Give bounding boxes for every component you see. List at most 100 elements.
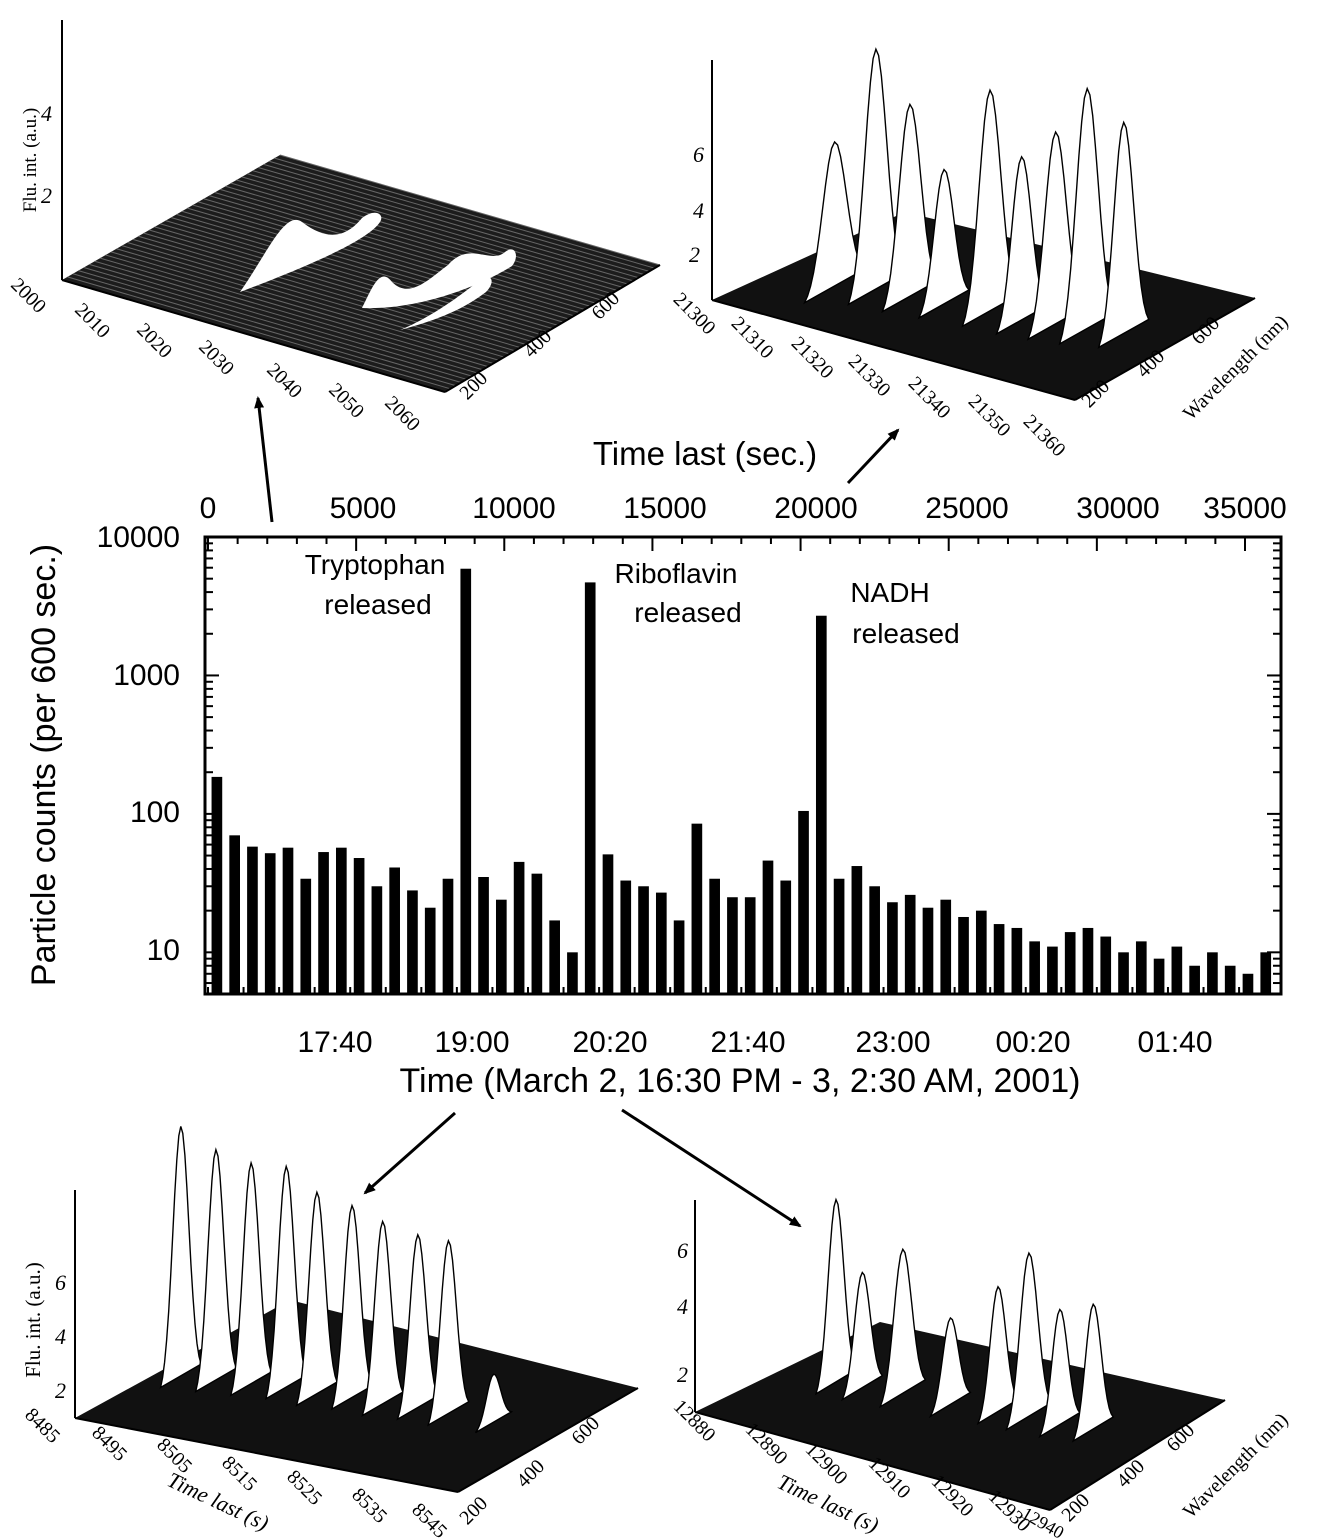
bar (1224, 965, 1236, 994)
arrow-to-nadh-inset (846, 428, 900, 485)
wire-line (143, 232, 526, 345)
wire-line (274, 157, 655, 269)
y-axis-line (1049, 1399, 1226, 1511)
z-tick-label: 6 (677, 1238, 688, 1263)
bottom-tick-label: 21:40 (710, 1026, 785, 1059)
arrow-to-tryptophan-inset (254, 396, 274, 523)
wire-line (219, 188, 602, 301)
wire-line (170, 217, 553, 329)
bar (1135, 941, 1147, 994)
bar (869, 886, 880, 994)
spectrum-peak (1071, 1302, 1115, 1443)
inset-riboflavin: 2 4 6 12880 12890 12900 12910 12920 1293… (669, 1197, 1293, 1540)
x-tick-label: 8525 (282, 1466, 326, 1510)
x-axis-line (74, 1417, 459, 1493)
wire-line (105, 254, 489, 368)
spectrum-peak (1097, 120, 1150, 349)
z-tick-label: 4 (55, 1324, 66, 1349)
bottom-tick-label: 20:20 (572, 1026, 647, 1059)
bottom-tick-label: 00:20 (995, 1026, 1070, 1059)
spectrum-peak (330, 1203, 374, 1411)
bottom-tick-label: 17:40 (297, 1026, 372, 1059)
spectrum-peak (1005, 1251, 1053, 1432)
bar (567, 952, 578, 994)
bar (940, 899, 952, 994)
surface-stripes (61, 154, 661, 393)
annotation-riboflavin: Riboflavin released (615, 558, 742, 628)
top-tick-label: 35000 (1203, 492, 1286, 525)
x-tick-label: 21340 (904, 372, 955, 423)
annotation-line: released (852, 618, 959, 649)
annotation-nadh: NADH released (850, 577, 959, 649)
bar (1171, 946, 1183, 994)
bar (1011, 927, 1023, 994)
spectrum-peak (361, 1219, 404, 1417)
spectrum-peak (1038, 1308, 1081, 1439)
bar (335, 847, 347, 994)
spectrum-peak (976, 1285, 1019, 1426)
spectrum-peak (396, 1232, 439, 1421)
wire-line (89, 263, 473, 377)
top-tick-label: 15000 (623, 492, 706, 525)
wire-line (83, 267, 467, 380)
wire-line (132, 238, 516, 352)
wire-line (263, 163, 645, 276)
bar (1082, 927, 1094, 994)
bottom-tick-label: 01:40 (1137, 1026, 1212, 1059)
wire-line (67, 276, 451, 390)
x-tick-label: 21320 (787, 332, 838, 383)
bar (833, 878, 845, 994)
bar (353, 858, 365, 994)
wire-line (230, 182, 612, 295)
x-tick-label: 21360 (1019, 410, 1070, 461)
wire-line (138, 235, 521, 349)
wire-line (279, 154, 661, 266)
top-tick-label: 5000 (330, 492, 397, 525)
spectrum-peak (159, 1126, 202, 1389)
bar (762, 860, 774, 994)
bar (424, 907, 436, 994)
wire-line (198, 201, 580, 314)
bar (798, 810, 809, 994)
bar (655, 892, 667, 994)
bar (371, 886, 383, 994)
spectrum-peak (194, 1147, 238, 1393)
bar (300, 878, 312, 994)
x-tick-label: 8545 (407, 1499, 451, 1540)
bar (922, 907, 934, 994)
spectrum-peak (474, 1373, 514, 1434)
bar (1242, 973, 1254, 994)
bar (531, 873, 543, 994)
top-axis-title: Time last (sec.) (593, 435, 817, 472)
top-tick-label: 20000 (774, 492, 857, 525)
bar (1153, 958, 1165, 994)
bottom-tick-label: 19:00 (434, 1026, 509, 1059)
y-tick-label: 10000 (97, 521, 180, 554)
bar (229, 835, 240, 994)
wire-line (154, 226, 537, 339)
bar (264, 853, 276, 994)
bar (638, 886, 649, 994)
top-axis-labels: 0 5000 10000 15000 20000 25000 30000 350… (200, 492, 1287, 525)
bar (247, 846, 258, 994)
z-tick-label: 4 (677, 1294, 688, 1319)
top-tick-label: 0 (200, 492, 217, 525)
annotation-line: Riboflavin (615, 558, 738, 589)
bar (1118, 952, 1129, 994)
x-axis-line (61, 279, 446, 393)
main-chart: 10000 1000 100 10 0 5000 10000 15000 200… (25, 435, 1287, 1100)
wire-line (127, 242, 510, 355)
bar (1047, 946, 1058, 994)
inset-early: 2 4 6 Flu. int. (a.u.) 8485 8495 8505 85… (20, 1126, 639, 1540)
arrow-to-riboflavin-inset (621, 1108, 802, 1228)
bar (1260, 952, 1272, 994)
z-axis-title: Flu. int. (a.u.) (21, 1262, 45, 1378)
bar (282, 847, 294, 994)
bar (709, 878, 720, 994)
z-tick-label: 4 (693, 198, 704, 223)
surface-peak (400, 277, 492, 330)
bar (780, 880, 792, 994)
bar (993, 924, 1005, 994)
z-tick-label: 2 (677, 1362, 688, 1387)
